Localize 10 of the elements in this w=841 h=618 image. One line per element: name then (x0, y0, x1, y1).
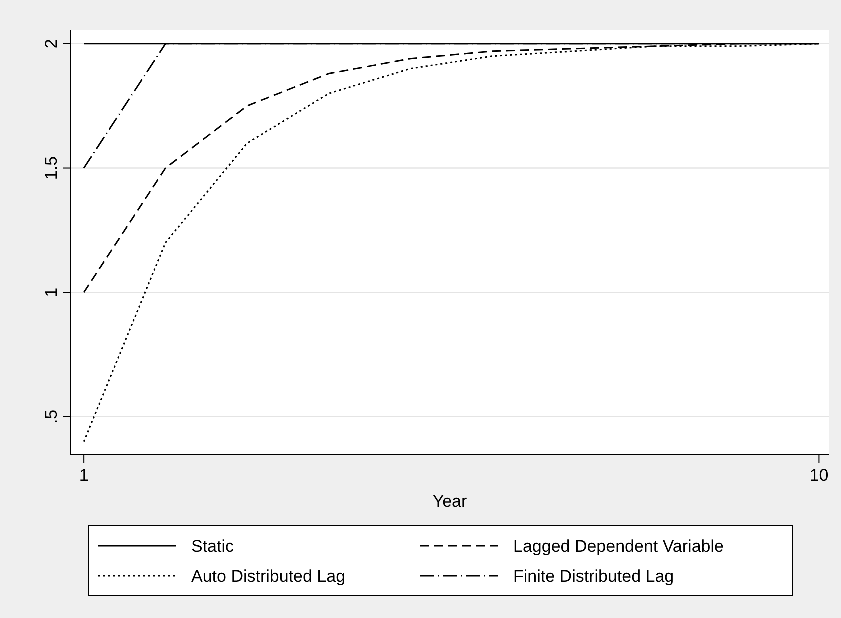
y-tick-label: 2 (42, 39, 61, 49)
y-tick-label: 1 (42, 288, 61, 298)
legend-label: Auto Distributed Lag (192, 567, 346, 586)
legend-label: Static (192, 537, 235, 556)
legend-label: Lagged Dependent Variable (514, 537, 724, 556)
y-tick-label: 1.5 (42, 156, 61, 180)
x-axis-title: Year (432, 492, 468, 511)
x-tick-label: 10 (810, 466, 829, 485)
legend-label: Finite Distributed Lag (514, 567, 674, 586)
y-tick-label: .5 (42, 410, 61, 424)
